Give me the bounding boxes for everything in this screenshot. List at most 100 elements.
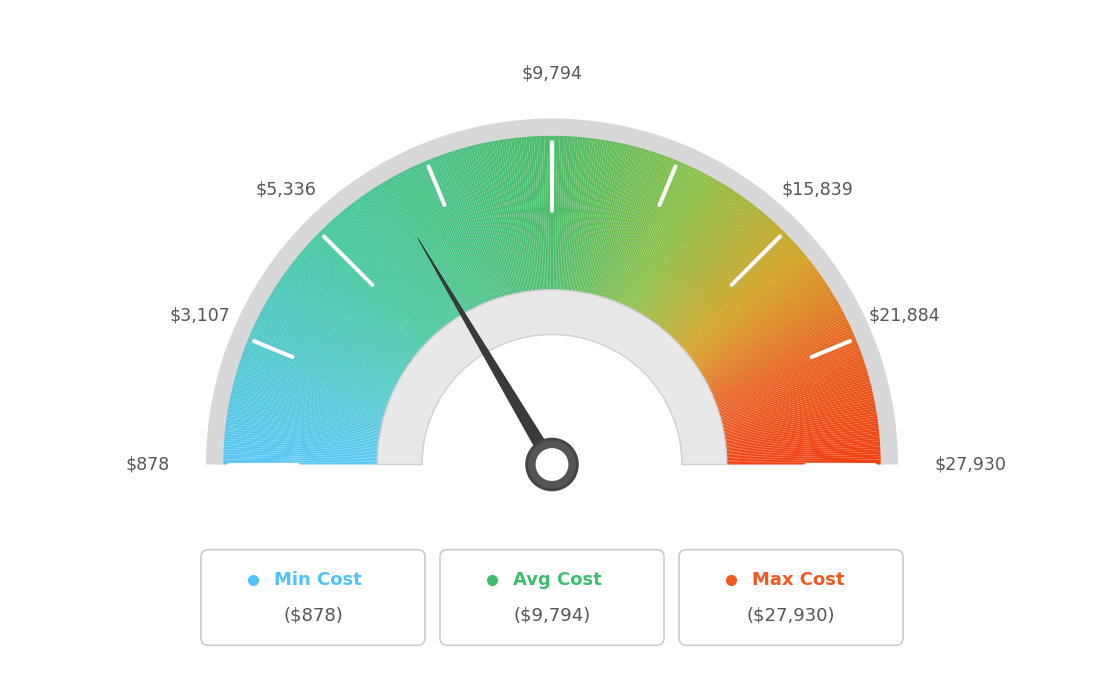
Wedge shape [225,431,380,448]
Wedge shape [599,148,644,298]
Wedge shape [609,155,664,302]
Wedge shape [712,336,856,398]
Wedge shape [608,154,661,301]
Wedge shape [244,348,390,404]
Wedge shape [655,200,750,326]
Wedge shape [725,446,880,456]
Wedge shape [724,436,880,451]
Wedge shape [229,403,382,433]
Wedge shape [712,339,857,400]
Wedge shape [252,329,394,395]
Wedge shape [553,136,558,291]
Wedge shape [380,183,463,317]
Wedge shape [235,375,385,419]
Wedge shape [725,452,881,459]
Wedge shape [237,366,386,413]
Wedge shape [416,164,482,306]
Wedge shape [340,211,442,332]
Wedge shape [251,332,393,395]
Wedge shape [725,454,881,460]
Wedge shape [596,147,639,297]
Wedge shape [710,327,851,393]
Wedge shape [542,136,548,291]
Wedge shape [597,148,641,297]
Polygon shape [417,238,558,468]
Wedge shape [223,452,379,459]
Text: $9,794: $9,794 [521,64,583,82]
Wedge shape [349,205,446,328]
Wedge shape [234,380,384,422]
Wedge shape [604,151,654,299]
Wedge shape [640,181,722,316]
Wedge shape [602,150,649,299]
Wedge shape [574,139,596,293]
Wedge shape [396,174,471,312]
Wedge shape [652,197,745,324]
Wedge shape [630,172,703,310]
Wedge shape [299,253,420,354]
Wedge shape [613,157,670,303]
Wedge shape [723,411,877,437]
Wedge shape [392,177,468,313]
Wedge shape [245,346,391,403]
Wedge shape [661,210,762,331]
Wedge shape [583,141,614,295]
Wedge shape [294,259,416,357]
Wedge shape [516,137,534,293]
Wedge shape [723,418,878,442]
Wedge shape [224,442,379,453]
Wedge shape [678,239,794,347]
Wedge shape [259,313,399,386]
Wedge shape [618,161,680,305]
Wedge shape [470,146,510,297]
Wedge shape [724,426,879,446]
Wedge shape [563,137,575,292]
Wedge shape [617,160,678,304]
Wedge shape [546,136,551,291]
Wedge shape [410,167,478,308]
Wedge shape [378,184,461,317]
Wedge shape [327,223,434,338]
Wedge shape [611,155,666,302]
Wedge shape [689,263,814,359]
Circle shape [527,439,577,490]
Wedge shape [587,143,622,295]
Wedge shape [560,136,570,291]
Wedge shape [678,237,792,346]
Wedge shape [544,136,550,291]
Text: $5,336: $5,336 [256,180,317,199]
Wedge shape [684,253,805,354]
Wedge shape [315,236,427,345]
Wedge shape [523,137,539,292]
Wedge shape [241,355,389,408]
Wedge shape [720,383,871,423]
Wedge shape [443,154,496,301]
Wedge shape [224,433,380,450]
Wedge shape [644,186,729,318]
Wedge shape [245,344,391,402]
Wedge shape [319,230,431,342]
Wedge shape [382,181,464,316]
Wedge shape [603,150,651,299]
Wedge shape [478,144,514,296]
Wedge shape [428,159,488,304]
Wedge shape [591,144,628,296]
Wedge shape [248,336,392,398]
Wedge shape [231,391,383,426]
Wedge shape [708,320,848,389]
Wedge shape [584,141,616,295]
Wedge shape [662,211,764,332]
Wedge shape [725,442,880,453]
Wedge shape [659,206,757,329]
Wedge shape [707,315,846,387]
Wedge shape [699,290,832,374]
Wedge shape [637,178,715,314]
Wedge shape [691,267,816,362]
Wedge shape [293,261,416,358]
Wedge shape [606,152,656,300]
Wedge shape [631,173,705,311]
Wedge shape [719,373,869,417]
Wedge shape [570,137,588,293]
Wedge shape [645,187,730,319]
Wedge shape [234,378,385,420]
